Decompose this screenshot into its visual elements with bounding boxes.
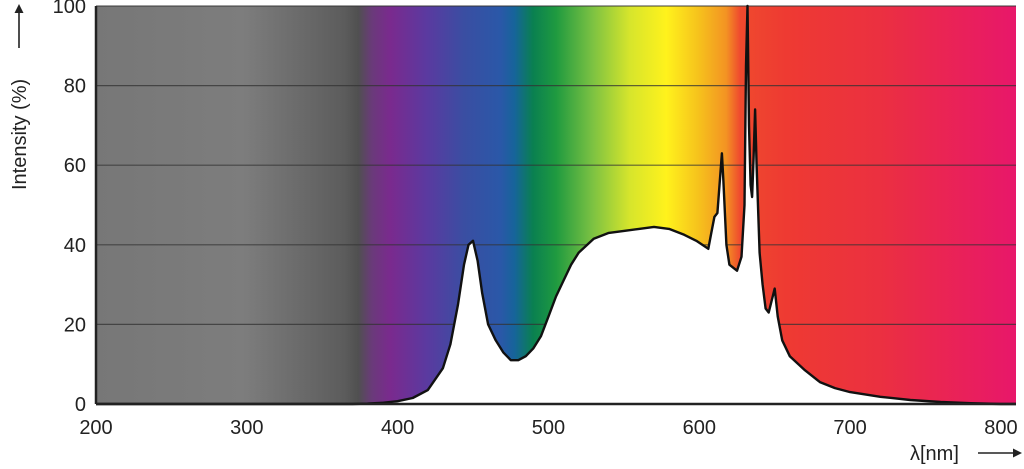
x-tick-label: 200 [79,417,112,439]
axes [94,6,1016,406]
x-axis-title: λ[nm] [910,443,1022,465]
x-tick-label: 700 [833,417,866,439]
x-axis-label: λ[nm] [910,443,959,465]
y-axis-label: Intensity (%) [9,79,31,190]
emission-curve [96,4,1016,406]
x-tick-labels: 200 300 400 500 600 700 800 [79,417,1017,439]
y-tick-label: 60 [64,155,86,177]
x-tick-label: 400 [381,417,414,439]
y-tick-label: 20 [64,314,86,336]
x-tick-label: 300 [230,417,263,439]
emission-area [96,6,1016,404]
y-tick-label: 0 [75,394,86,416]
x-axis-arrow-icon [978,448,1022,458]
x-tick-label: 500 [532,417,565,439]
y-tick-label: 80 [64,76,86,98]
x-tick-label: 600 [683,417,716,439]
y-tick-labels: 0 20 40 60 80 100 [53,0,86,416]
y-tick-label: 40 [64,235,86,257]
y-axis-title: Intensity (%) [9,4,31,190]
gridlines [96,5,1016,325]
y-tick-label: 100 [53,0,86,18]
x-tick-label: 800 [984,417,1017,439]
y-axis-arrow-icon [14,4,24,48]
